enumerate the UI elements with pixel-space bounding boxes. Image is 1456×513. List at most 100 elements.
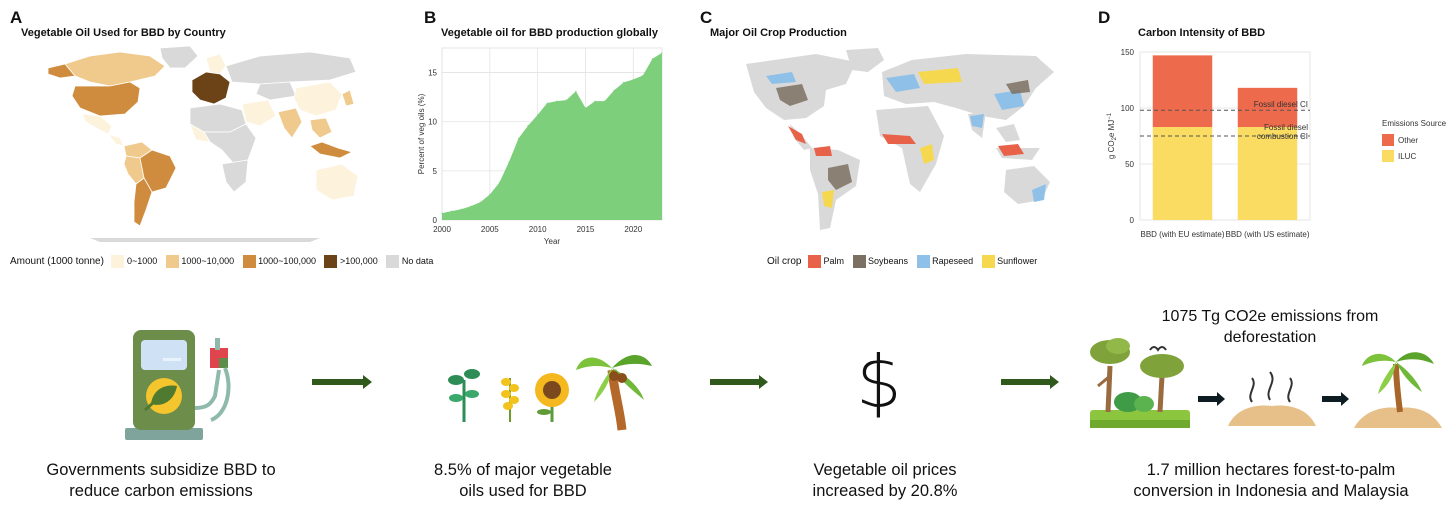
data-point [460,208,462,210]
crop-palm-west-africa [882,134,916,144]
panel-c-legend: Oil crop Palm Soybeans Rapeseed Sunflowe… [767,255,1037,268]
legend-swatch-soybeans [852,255,866,268]
crop-soy-usa [776,84,808,106]
bar-segment-iluc [1237,127,1298,220]
crop-sunflower-east-africa [920,144,934,164]
crop-rapeseed-canada [766,72,796,84]
map-west-africa-pocket [189,123,211,143]
data-point [537,114,539,116]
legend-label-1000-10000: 1000~10,000 [181,255,235,266]
sunflower-icon [535,373,569,422]
data-point [613,89,615,91]
panel-c-letter: C [700,8,713,27]
legend-label-0-1000: 0~1000 [126,255,158,266]
crop-sunflower-ukraine-russia [918,68,962,84]
burnt-land-icon [1228,371,1316,426]
arrow-right-icon [312,375,372,389]
map-southern-africa [221,159,249,193]
panel-a-legend: Amount (1000 tonne) 0~1000 1000~10,000 1… [10,255,433,268]
legend-label-sunflower: Sunflower [997,255,1038,266]
crop-soy-china [1006,80,1030,94]
legend-swatch-iluc [1382,150,1394,162]
x-tick-label: BBD (with EU estimate) [1140,230,1224,239]
data-point [479,201,481,203]
data-point [604,100,606,102]
panel-a-title: Vegetable Oil Used for BBD by Country [21,27,226,39]
legend-label-over-100000: >100,000 [340,255,378,266]
map-middle-east [241,99,277,127]
legend-label-1000-100000: 1000~100,000 [258,255,316,266]
data-point [632,78,634,81]
arrow-right-icon [710,375,768,389]
y-tick-label: 0 [433,216,438,225]
data-point [450,210,453,212]
y-tick-label: 5 [433,167,438,176]
legend-swatch-1000-100000 [242,255,256,268]
data-point [517,137,520,140]
panel-a-letter: A [10,8,23,27]
legend-swatch-sunflower [981,255,995,268]
panel-c-legend-title: Oil crop [767,255,802,267]
data-point [651,58,654,60]
y-tick-label: 100 [1121,104,1135,113]
panel-b-title: Vegetable oil for BBD production globall… [441,27,658,39]
y-tick-label: 15 [428,69,437,78]
legend-label-rapeseed: Rapeseed [932,255,974,266]
x-tick-label: 2020 [624,225,642,234]
crop-palm-central-america [788,126,806,144]
crop-palm-south-america [814,146,832,156]
legend-label-iluc: ILUC [1398,152,1416,161]
arrow-right-icon [1198,392,1225,406]
map-argentina [133,177,153,227]
arrow-right-icon [1001,375,1059,389]
world-map-bbd-use [47,45,359,242]
caption-subsidy: Governments subsidize BBD to reduce carb… [46,461,276,500]
map-indonesia [309,141,354,159]
map-usa [71,81,141,117]
legend-title: Emissions Source [1382,119,1447,128]
panel-d-letter: D [1098,8,1111,27]
legend-swatch-1000-10000 [165,255,179,268]
data-point [527,125,529,127]
data-point [575,90,577,92]
data-point [623,81,625,83]
rapeseed-plant-icon [501,378,519,422]
data-point [489,193,491,196]
crop-rapeseed-india [970,114,984,128]
x-tick-label: 2000 [433,225,451,234]
area-chart-bbd-share: 0 5 10 15 2000 2005 2010 2015 2020 Year Percent of… [417,47,663,246]
oil-crops-icon [448,354,652,431]
legend-swatch-other [1382,134,1394,146]
map-china [293,81,343,117]
map-canada [64,51,166,87]
data-point [556,100,558,102]
x-axis-label: Year [544,237,561,246]
x-tick-label: 2015 [577,225,595,234]
x-tick-label: 2010 [529,225,547,234]
legend-swatch-no-data [386,255,400,268]
palm-plantation-icon [1354,352,1442,428]
reference-label-combustion-ci: Fossil diesel combustion CI [1257,123,1308,141]
soybean-plant-icon [448,369,480,422]
data-point [508,161,510,163]
legend-label-other: Other [1398,136,1418,145]
bar-segment-iluc [1152,127,1213,220]
map-central-america [106,133,125,147]
emissions-label: 1075 Tg CO2e emissions from deforestatio… [1161,308,1379,346]
crop-sunflower-argentina [822,190,834,208]
legend-swatch-0-1000 [111,255,125,268]
crop-palm-indonesia [998,144,1024,156]
forest-icon [1090,338,1190,428]
legend-label-palm: Palm [823,255,844,266]
dollar-sign-icon: $ [856,340,902,424]
map-central-asia [255,81,297,101]
x-tick-label: 2005 [481,225,499,234]
y-tick-label: 150 [1121,48,1135,57]
caption-forest-conversion: 1.7 million hectares forest-to-palm conv… [1133,461,1409,500]
map-japan-korea [341,89,355,107]
arrow-right-icon [1322,392,1349,406]
legend-swatch-rapeseed [916,255,930,268]
palm-tree-icon [576,354,652,431]
data-point [594,100,596,102]
data-point [584,107,587,109]
